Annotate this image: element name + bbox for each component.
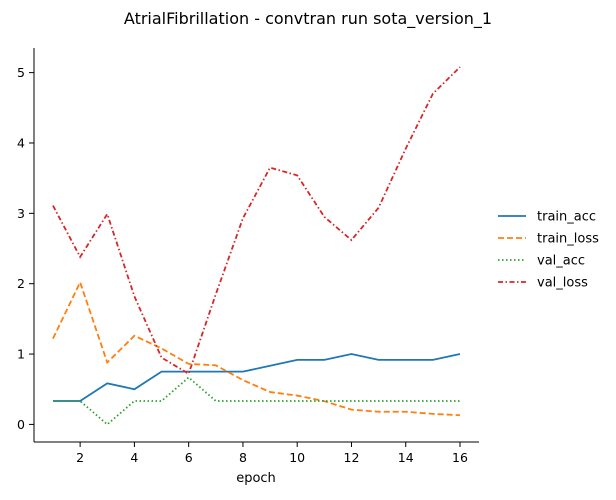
x-tick-label: 2 xyxy=(76,450,84,465)
legend-label-val-loss: val_loss xyxy=(537,276,588,291)
x-tick-label: 12 xyxy=(344,450,360,465)
x-tick-label: 6 xyxy=(185,450,193,465)
legend: train_acc train_loss val_acc val_loss xyxy=(498,210,599,291)
y-tick-label: 0 xyxy=(17,417,25,432)
y-tick-label: 5 xyxy=(17,65,25,80)
legend-label-train-acc: train_acc xyxy=(537,210,596,225)
series-line-val-loss xyxy=(52,66,461,376)
legend-label-train-loss: train_loss xyxy=(537,232,599,247)
series-line-val-acc xyxy=(52,376,461,426)
axes xyxy=(33,48,479,443)
y-tick-label: 1 xyxy=(17,347,25,362)
x-tick-label: 8 xyxy=(239,450,247,465)
legend-label-val-acc: val_acc xyxy=(537,254,585,269)
x-tick-label: 16 xyxy=(452,450,468,465)
x-ticks: 2 4 6 8 10 12 14 16 xyxy=(76,442,468,465)
series-line-train-acc xyxy=(52,353,461,402)
x-tick-label: 10 xyxy=(289,450,305,465)
chart-title: AtrialFibrillation - convtran run sota_v… xyxy=(124,9,492,29)
series-layer xyxy=(52,66,461,426)
series-line-train-loss xyxy=(52,279,461,417)
y-ticks: 0 1 2 3 4 5 xyxy=(17,65,34,432)
y-tick-label: 2 xyxy=(17,276,25,291)
x-tick-label: 4 xyxy=(130,450,138,465)
x-axis-label: epoch xyxy=(236,471,276,486)
y-tick-label: 4 xyxy=(17,135,25,150)
y-tick-label: 3 xyxy=(17,206,25,221)
x-tick-label: 14 xyxy=(398,450,414,465)
